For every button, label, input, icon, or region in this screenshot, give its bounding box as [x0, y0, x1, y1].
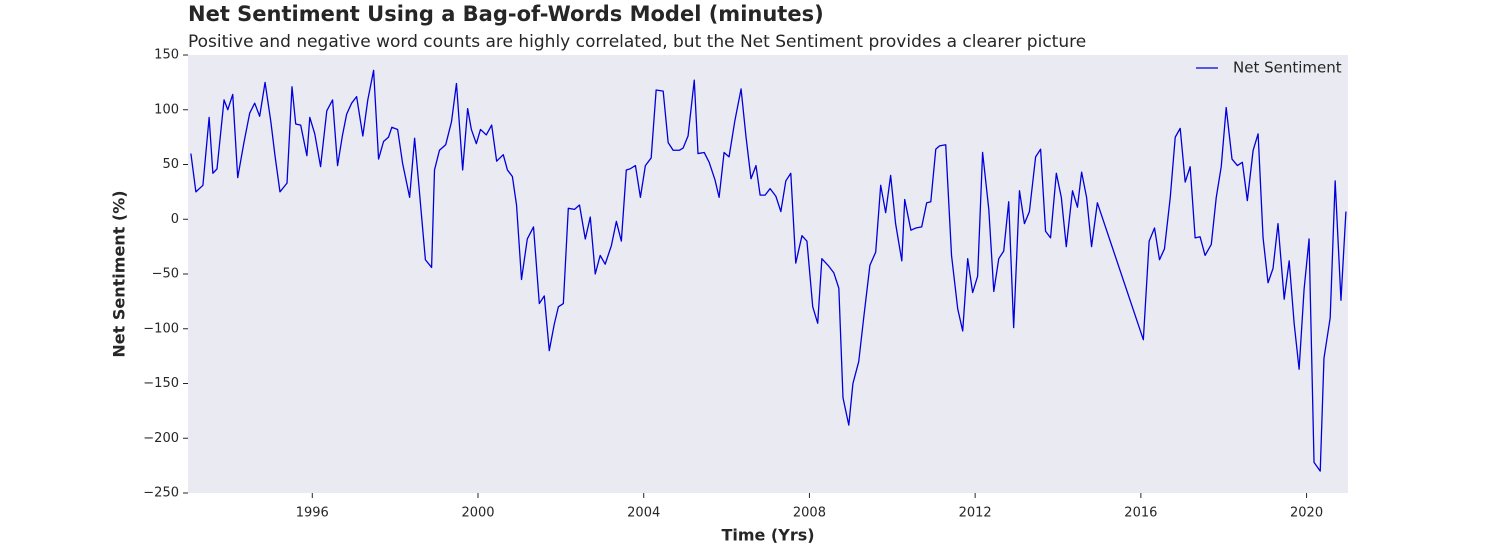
x-tick-label: 2012: [959, 506, 992, 521]
y-tick-label: 100: [154, 102, 179, 117]
x-tick-label: 2020: [1290, 506, 1323, 521]
x-tick-label: 1996: [296, 506, 329, 521]
y-tick-label: −150: [143, 376, 179, 391]
y-tick-label: −100: [143, 321, 179, 336]
y-tick-label: 150: [154, 48, 179, 63]
y-tick-label: −50: [152, 267, 179, 282]
x-tick-label: 2016: [1124, 506, 1157, 521]
chart-subtitle: Positive and negative word counts are hi…: [188, 32, 1086, 52]
legend-label: Net Sentiment: [1233, 59, 1342, 77]
y-axis-label: Net Sentiment (%): [110, 190, 129, 357]
x-tick-label: 2000: [461, 506, 494, 521]
chart-title: Net Sentiment Using a Bag-of-Words Model…: [188, 2, 824, 26]
x-axis-label: Time (Yrs): [721, 526, 814, 545]
x-tick-label: 2004: [627, 506, 660, 521]
y-tick-label: −250: [143, 486, 179, 501]
y-tick-label: −200: [143, 431, 179, 446]
y-tick-label: 50: [162, 157, 179, 172]
x-tick-label: 2008: [793, 506, 826, 521]
y-tick-label: 0: [171, 212, 179, 227]
line: [190, 69, 1347, 472]
plot-area: [188, 55, 1348, 493]
